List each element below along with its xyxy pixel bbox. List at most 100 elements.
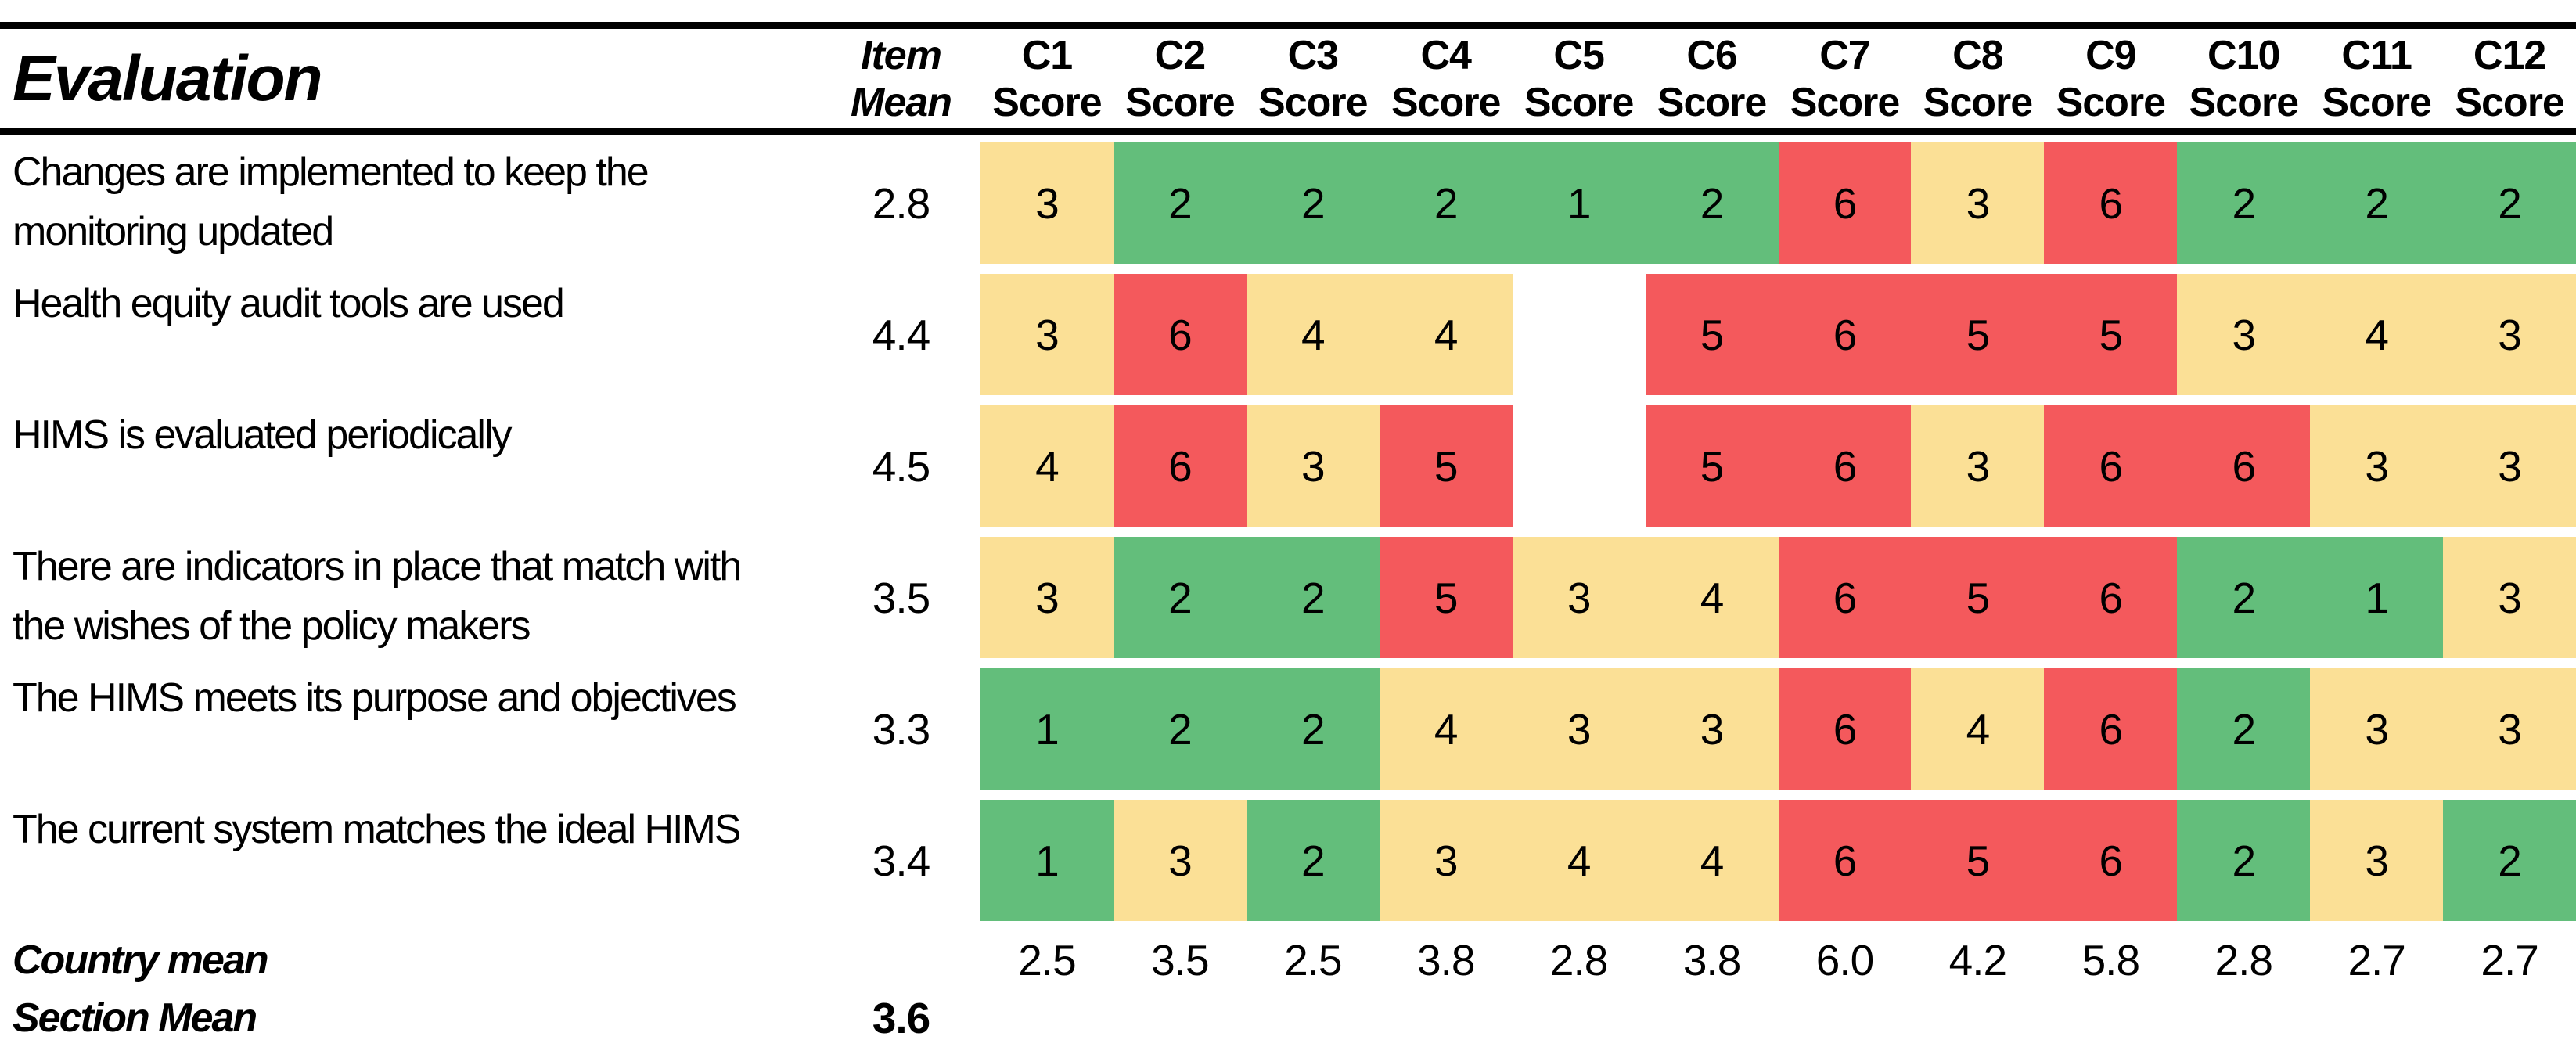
country-mean-value: 2.8	[1549, 936, 1608, 984]
score-cell: 3	[1911, 405, 2045, 527]
table-row: There are indicators in place that match…	[0, 537, 2576, 658]
score-cell: 5	[2044, 274, 2178, 395]
column-header-country: C6	[1686, 32, 1737, 78]
score-cell: 4	[1512, 800, 1646, 921]
score-cell: 6	[1778, 537, 1912, 658]
column-header: C12 Score	[2443, 29, 2576, 128]
column-header-country: C9	[2085, 32, 2136, 78]
column-header-country: C5	[1553, 32, 1604, 78]
item-mean-value: 4.4	[872, 310, 930, 359]
column-header-country: C11	[2341, 32, 2412, 78]
row-label: There are indicators in place that match…	[13, 544, 742, 649]
score-cell: 3	[2443, 668, 2576, 790]
column-header-score-label: Score	[1258, 79, 1369, 125]
country-mean-value: 2.7	[2481, 936, 2538, 984]
row-label: Changes are implemented to keep the moni…	[13, 149, 649, 254]
score-cell: 2	[2310, 142, 2444, 264]
country-mean-value: 2.5	[1018, 936, 1076, 984]
score-cell: 5	[1645, 274, 1779, 395]
score-cell: 2	[1113, 537, 1247, 658]
score-cell: 5	[1379, 405, 1513, 527]
score-cell: 2	[1113, 668, 1247, 790]
column-header-country: C7	[1819, 32, 1870, 78]
score-cell: 2	[2177, 668, 2311, 790]
column-header-country: C10	[2207, 32, 2280, 78]
section-mean-row: Section Mean 3.6	[0, 989, 2576, 1047]
score-cell: 3	[980, 274, 1114, 395]
score-cell: 6	[1778, 800, 1912, 921]
score-cell: 4	[1645, 537, 1779, 658]
country-mean-value: 5.8	[2081, 936, 2140, 984]
country-mean-row: Country mean 2.5 3.5 2.5 3.8 2.8 3.8 6.0 4.2 5.8…	[0, 931, 2576, 989]
item-mean-value: 3.5	[872, 573, 930, 622]
score-cell: 6	[2044, 142, 2178, 264]
row-label: The HIMS meets its purpose and objective…	[13, 675, 737, 721]
country-mean-value: 3.5	[1151, 936, 1209, 984]
country-mean-value: 3.8	[1416, 936, 1475, 984]
score-cell: 3	[1379, 800, 1513, 921]
score-cell: 5	[1379, 537, 1513, 658]
section-mean-label: Section Mean	[13, 995, 257, 1041]
section-mean-value: 3.6	[872, 994, 930, 1042]
score-cell: 2	[1113, 142, 1247, 264]
table-row: The HIMS meets its purpose and objective…	[0, 668, 2576, 790]
country-mean-value: 2.5	[1284, 936, 1342, 984]
score-cell: 4	[980, 405, 1114, 527]
column-header: C2 Score	[1114, 29, 1247, 128]
item-mean-header-line2: Mean	[851, 79, 952, 125]
score-cell: 6	[1778, 668, 1912, 790]
column-header-country: C2	[1154, 32, 1206, 78]
column-header-score-label: Score	[2189, 79, 2299, 125]
score-cell: 3	[2443, 537, 2576, 658]
score-cell: 6	[2044, 537, 2178, 658]
score-cell: 5	[1911, 274, 2045, 395]
score-cell: 2	[2177, 142, 2311, 264]
row-label: HIMS is evaluated periodically	[13, 412, 513, 458]
item-mean-value: 2.8	[872, 178, 930, 228]
column-header: C1 Score	[980, 29, 1114, 128]
column-header-score-label: Score	[1923, 79, 2034, 125]
score-cell: 2	[2177, 800, 2311, 921]
score-cell: 3	[2443, 274, 2576, 395]
table-body: Changes are implemented to keep the moni…	[0, 142, 2576, 921]
country-mean-value: 4.2	[1948, 936, 2007, 984]
score-cell: 2	[1246, 800, 1380, 921]
table-row: Health equity audit tools are used 4.4 3 6 4…	[0, 274, 2576, 395]
score-cell: 2	[1246, 142, 1380, 264]
country-mean-value: 2.7	[2348, 936, 2405, 984]
score-cell: 6	[1113, 274, 1247, 395]
table-header: Evaluation Item Mean C1 Score C2 Score C3 Sco…	[0, 22, 2576, 135]
score-cell: 6	[2177, 405, 2311, 527]
score-cell: 2	[1379, 142, 1513, 264]
column-header-country: C12	[2473, 32, 2546, 78]
score-cell: 3	[2177, 274, 2311, 395]
score-cell: 3	[980, 537, 1114, 658]
score-cell: 3	[2443, 405, 2576, 527]
column-header-country: C3	[1287, 32, 1339, 78]
score-cell: 2	[2443, 800, 2576, 921]
score-cell: 2	[2443, 142, 2576, 264]
column-header-score-label: Score	[1524, 79, 1635, 125]
score-cell: 3	[2310, 800, 2444, 921]
country-mean-label: Country mean	[13, 937, 269, 983]
score-cell: 6	[1778, 142, 1912, 264]
table-row: Changes are implemented to keep the moni…	[0, 142, 2576, 264]
country-mean-value: 6.0	[1815, 936, 1874, 984]
table-row: HIMS is evaluated periodically 4.5 4 6 3 5 5 6 3…	[0, 405, 2576, 527]
score-cell: 6	[1778, 405, 1912, 527]
score-cell: 2	[1645, 142, 1779, 264]
table-row: The current system matches the ideal HIM…	[0, 800, 2576, 921]
column-header-score-label: Score	[1790, 79, 1901, 125]
score-cell: 5	[1911, 800, 2045, 921]
score-cell: 4	[1379, 668, 1513, 790]
column-header-country: C8	[1952, 32, 2003, 78]
score-cell: 3	[980, 142, 1114, 264]
country-mean-value: 3.8	[1682, 936, 1741, 984]
column-header-score-label: Score	[2322, 79, 2432, 125]
score-cell: 2	[1246, 668, 1380, 790]
score-cell: 6	[1778, 274, 1912, 395]
